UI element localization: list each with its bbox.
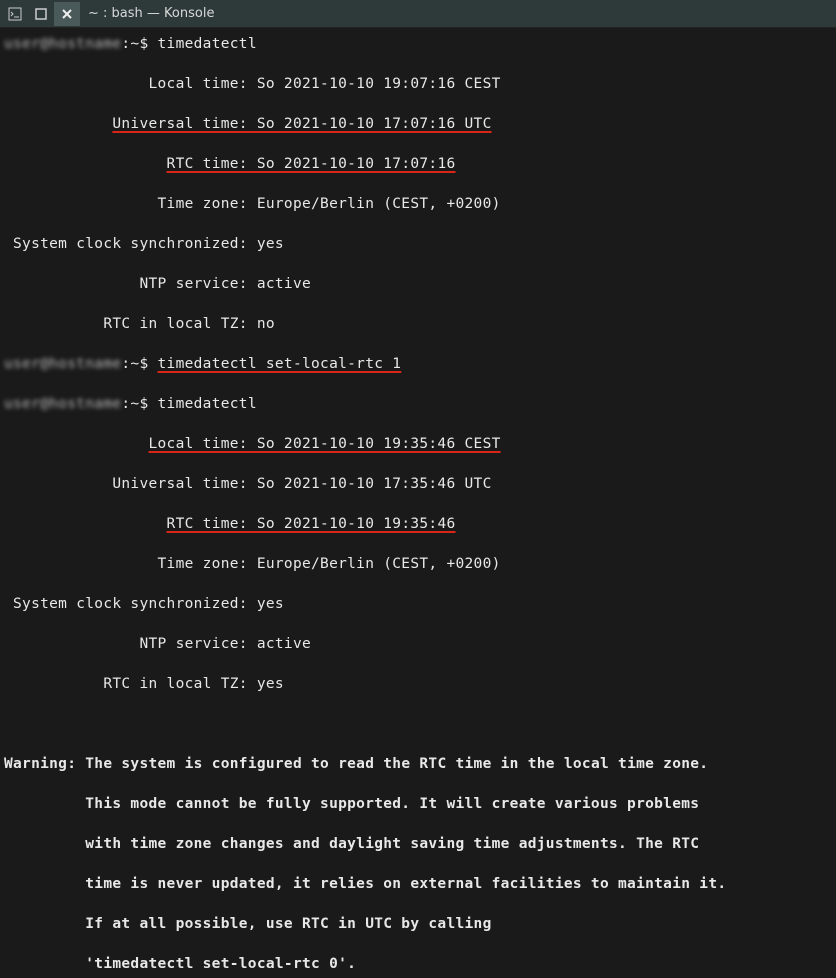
warning-line: This mode cannot be fully supported. It … (4, 794, 832, 814)
output-line: RTC in local TZ: no (4, 314, 832, 334)
prompt-user: user@hostname (4, 396, 121, 412)
warning-line: If at all possible, use RTC in UTC by ca… (4, 914, 832, 934)
output-line: NTP service: active (4, 634, 832, 654)
output-line: Universal time: So 2021-10-10 17:07:16 U… (4, 114, 832, 134)
close-icon (60, 7, 74, 21)
underlined-text: RTC time: So 2021-10-10 19:35:46 (167, 516, 456, 532)
prompt-symbol: :~$ (121, 36, 157, 52)
command-line: user@hostname:~$ timedatectl (4, 394, 832, 414)
output-line: RTC in local TZ: yes (4, 674, 832, 694)
output-line: RTC time: So 2021-10-10 17:07:16 (4, 154, 832, 174)
command-text: timedatectl set-local-rtc 1 (158, 356, 402, 372)
command-text: timedatectl (158, 396, 257, 412)
output-line: Time zone: Europe/Berlin (CEST, +0200) (4, 194, 832, 214)
prompt-user: user@hostname (4, 356, 121, 372)
output-line: NTP service: active (4, 274, 832, 294)
output-line: Time zone: Europe/Berlin (CEST, +0200) (4, 554, 832, 574)
close-button[interactable] (54, 2, 80, 26)
warning-prefix: Warning: (4, 756, 76, 772)
output-line: Local time: So 2021-10-10 19:35:46 CEST (4, 434, 832, 454)
warning-line: Warning: The system is configured to rea… (4, 754, 832, 774)
maximize-icon[interactable] (28, 2, 54, 26)
terminal-glyph-icon (8, 7, 22, 21)
window-titlebar: ~ : bash — Konsole (0, 0, 836, 28)
output-line: Local time: So 2021-10-10 19:07:16 CEST (4, 74, 832, 94)
command-line: user@hostname:~$ timedatectl set-local-r… (4, 354, 832, 374)
terminal-output[interactable]: user@hostname:~$ timedatectl Local time:… (0, 28, 836, 978)
blank-line (4, 714, 832, 734)
prompt-symbol: :~$ (121, 356, 157, 372)
minimize-icon[interactable] (2, 2, 28, 26)
output-line: RTC time: So 2021-10-10 19:35:46 (4, 514, 832, 534)
underlined-text: Local time: So 2021-10-10 19:35:46 CEST (148, 436, 500, 452)
command-text: timedatectl (158, 36, 257, 52)
output-line: System clock synchronized: yes (4, 594, 832, 614)
square-icon (34, 7, 48, 21)
output-line: Universal time: So 2021-10-10 17:35:46 U… (4, 474, 832, 494)
prompt-symbol: :~$ (121, 396, 157, 412)
output-line: System clock synchronized: yes (4, 234, 832, 254)
command-line: user@hostname:~$ timedatectl (4, 34, 832, 54)
warning-line: 'timedatectl set-local-rtc 0'. (4, 954, 832, 974)
prompt-user: user@hostname (4, 36, 121, 52)
warning-line: with time zone changes and daylight savi… (4, 834, 832, 854)
underlined-text: RTC time: So 2021-10-10 17:07:16 (167, 156, 456, 172)
underlined-text: Universal time: So 2021-10-10 17:07:16 U… (112, 116, 491, 132)
warning-line: time is never updated, it relies on exte… (4, 874, 832, 894)
window-title: ~ : bash — Konsole (88, 5, 214, 23)
